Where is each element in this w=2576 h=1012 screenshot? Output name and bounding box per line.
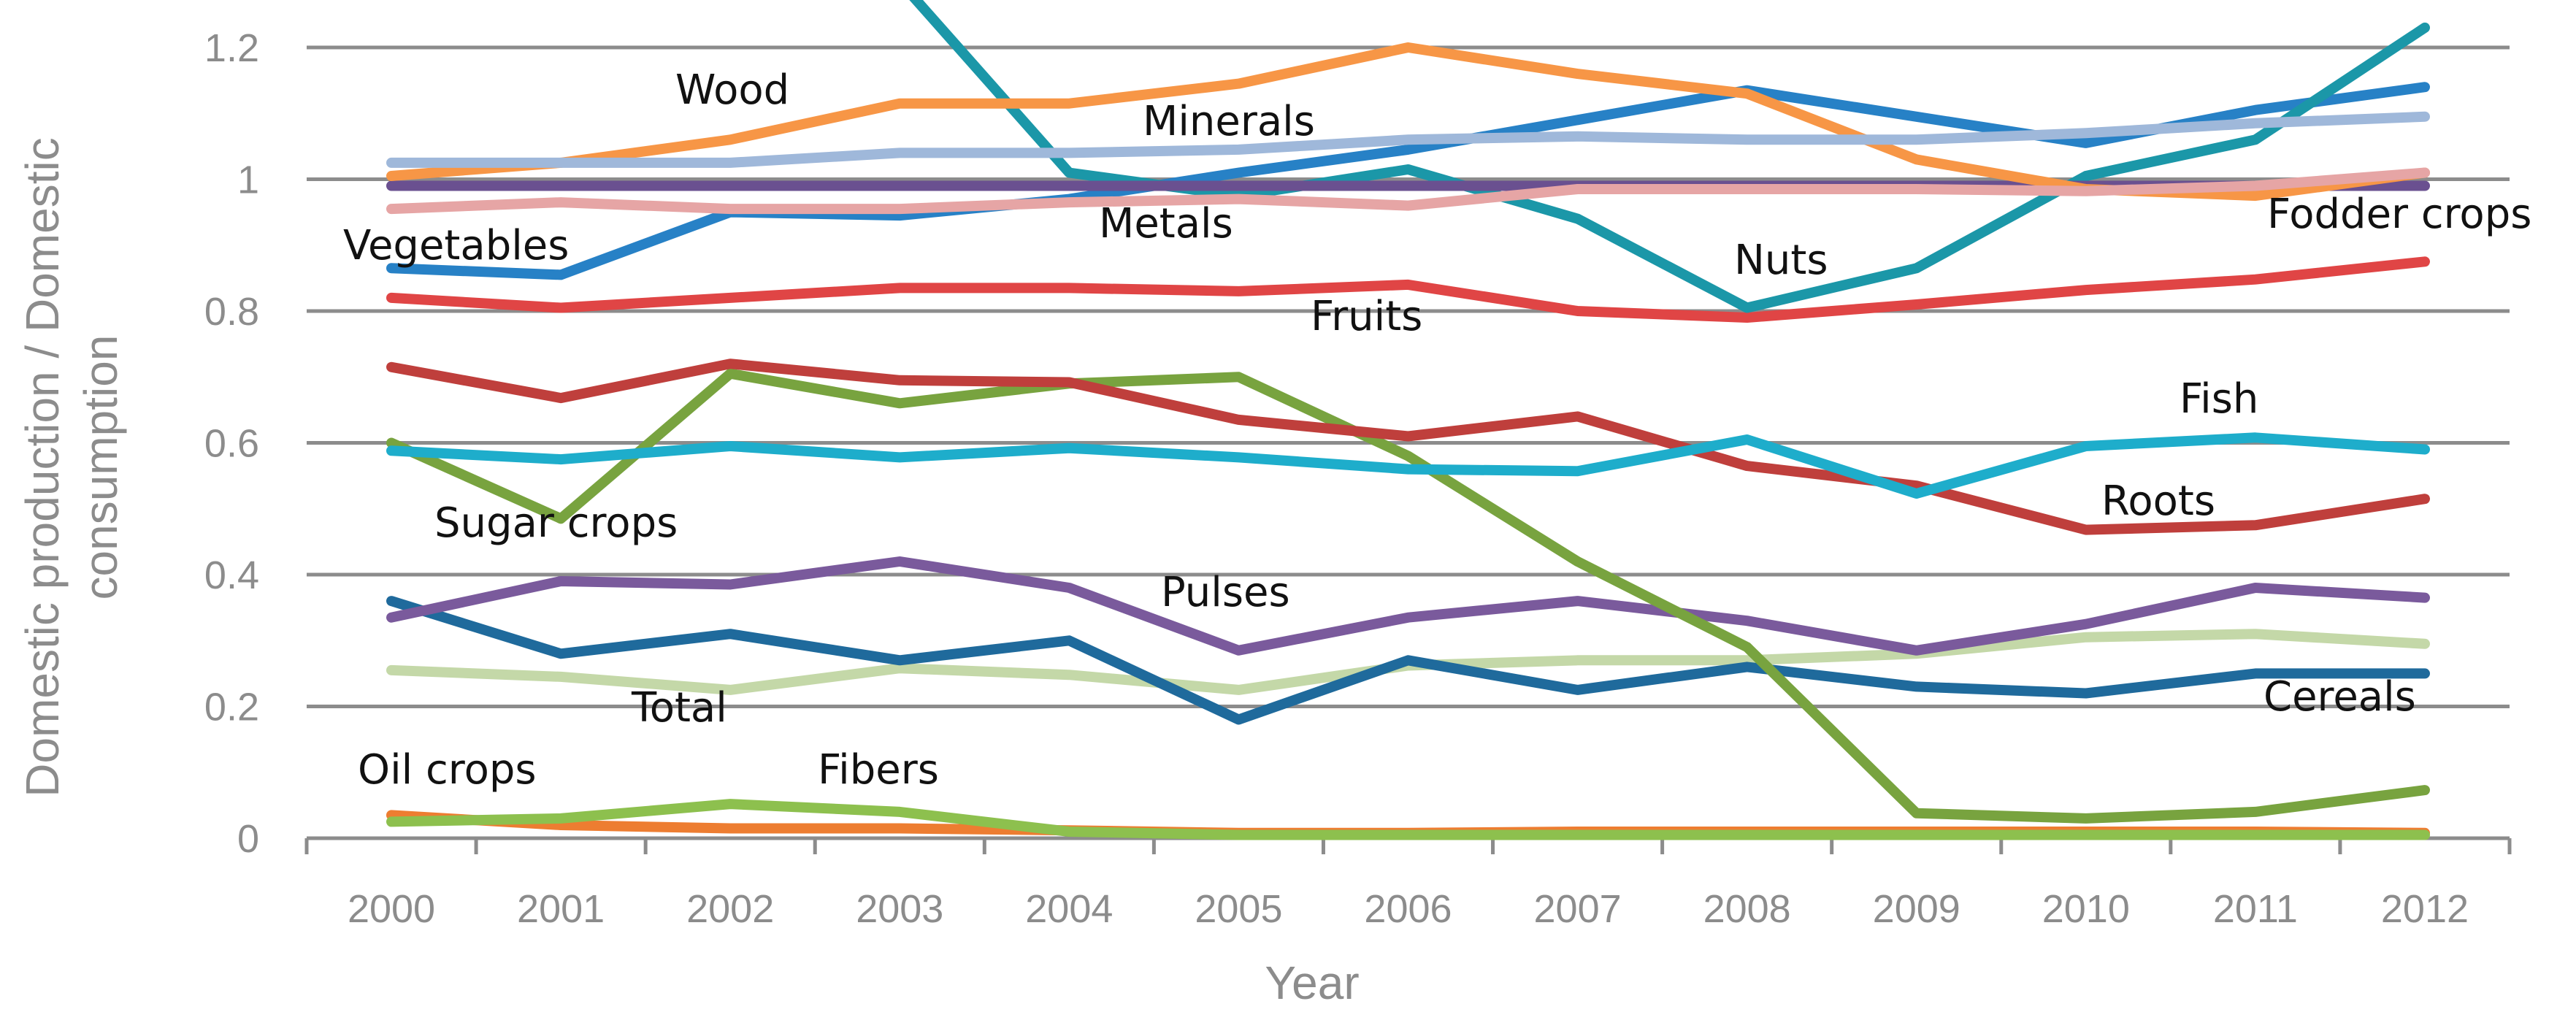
x-tick-label: 2007 [1534, 887, 1622, 931]
label-sugar-crops: Sugar crops [434, 499, 678, 547]
y-tick-label: 0.4 [204, 553, 259, 597]
x-tick-label: 2006 [1364, 887, 1452, 931]
y-tick-label: 0.8 [204, 290, 259, 334]
x-tick-label: 2004 [1025, 887, 1113, 931]
x-tick-label: 2003 [856, 887, 943, 931]
label-oil-crops: Oil crops [358, 746, 537, 794]
series-line-cereals [386, 596, 2430, 725]
series-line-roots [386, 359, 2430, 535]
label-fibers: Fibers [818, 746, 939, 794]
y-tick-label: 0 [237, 817, 259, 861]
label-cereals: Cereals [2263, 673, 2416, 721]
series-line-fish [386, 432, 2430, 499]
x-tick-label: 2000 [348, 887, 435, 931]
series-line-fibers [386, 799, 2430, 840]
label-wood: Wood [675, 66, 789, 114]
label-vegetables: Vegetables [343, 222, 569, 269]
x-tick-label: 2008 [1703, 887, 1791, 931]
label-fodder-crops: Fodder crops [2267, 191, 2531, 238]
label-fish: Fish [2180, 375, 2258, 423]
x-axis-title: Year [1265, 957, 1359, 1009]
y-axis-title-line-1: Domestic production / Domestic [16, 137, 69, 797]
label-minerals: Minerals [1143, 98, 1315, 145]
label-fruits: Fruits [1311, 293, 1422, 340]
x-tick-label: 2009 [1873, 887, 1960, 931]
y-tick-label: 0.2 [204, 686, 259, 729]
x-tick-label: 2011 [2213, 887, 2298, 931]
x-tick-label: 2002 [686, 887, 774, 931]
y-axis-title-line-2: consumption [74, 335, 127, 600]
series-line-fodder-crops [386, 167, 2430, 215]
label-metals: Metals [1099, 200, 1233, 248]
label-pulses: Pulses [1161, 569, 1290, 616]
series-line-minerals [386, 111, 2430, 168]
label-nuts: Nuts [1734, 237, 1828, 284]
x-tick-label: 2005 [1195, 887, 1282, 931]
label-total: Total [631, 684, 727, 732]
y-tick-label: 1 [237, 158, 259, 202]
series-line-pulses [386, 556, 2430, 656]
series-line-fruits [386, 256, 2430, 323]
x-tick-label: 2012 [2381, 887, 2469, 931]
y-tick-label: 1.2 [204, 26, 259, 70]
label-roots: Roots [2101, 478, 2215, 525]
x-tick-label: 2010 [2042, 887, 2130, 931]
series-line-nuts [909, 0, 2430, 313]
x-tick-label: 2001 [517, 887, 605, 931]
series-line-sugar-crops [386, 368, 2430, 824]
y-tick-label: 0.6 [204, 422, 259, 466]
